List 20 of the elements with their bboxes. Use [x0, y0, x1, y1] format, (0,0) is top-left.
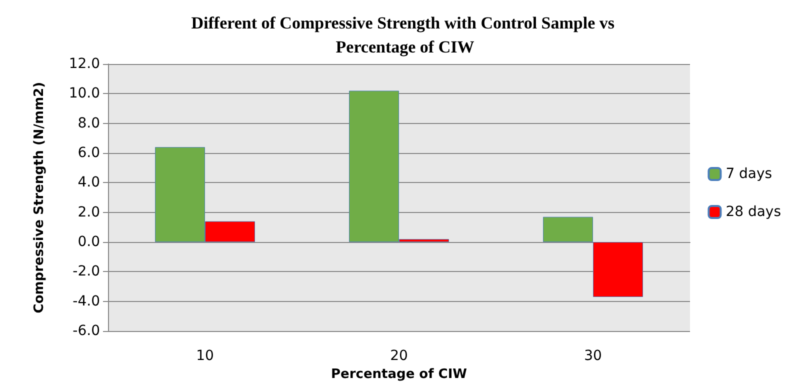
x-tick-label: 10: [196, 348, 214, 364]
y-tick-label: 6.0: [78, 145, 100, 162]
chart-title: Different of Compressive Strength with Control Sample vs Percentage of CIW: [191, 14, 619, 56]
y-tick-label: 2.0: [78, 204, 100, 220]
legend-label: 28 days: [726, 204, 782, 220]
y-tick-label: -2.0: [72, 264, 100, 280]
y-tick-label: 10.0: [68, 86, 100, 102]
bar: [593, 242, 643, 297]
y-tick-label: 12.0: [68, 56, 100, 72]
y-tick-label: 4.0: [78, 174, 100, 191]
y-tick-label: -6.0: [72, 323, 100, 340]
y-tick-label: 8.0: [78, 115, 100, 132]
x-axis-title: Percentage of CIW: [331, 367, 467, 382]
y-tick-label: 0.0: [78, 234, 100, 250]
x-tick-label: 20: [390, 348, 408, 364]
legend-label: 7 days: [726, 166, 772, 182]
x-tick-label: 30: [584, 348, 602, 364]
y-axis-title: Compressive Strength (N/mm2): [32, 82, 47, 314]
bar: [543, 216, 593, 242]
y-tick-label: -4.0: [72, 293, 100, 310]
